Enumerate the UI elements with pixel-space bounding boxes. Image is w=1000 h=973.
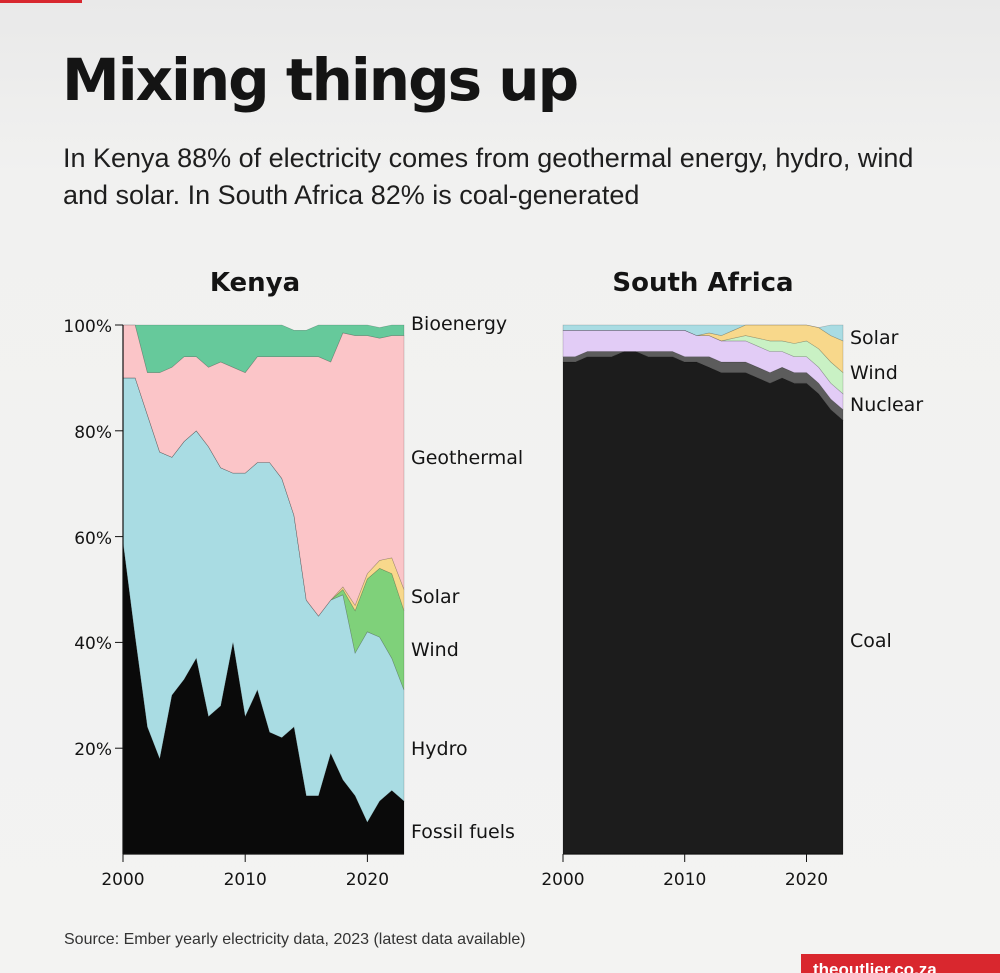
kenya-label-bioenergy: Bioenergy — [411, 313, 507, 335]
page-subtitle: In Kenya 88% of electricity comes from g… — [63, 143, 914, 210]
kenya-y-tick-label: 60% — [74, 529, 112, 549]
kenya-y-tick-label: 40% — [74, 634, 112, 654]
page-title: Mixing things up — [62, 46, 579, 114]
south-africa-area-chart — [562, 324, 844, 855]
brand-accent-bar — [0, 0, 82, 3]
south-africa-x-ticks: 2000 2010 2020 — [541, 854, 828, 890]
sa-x-tick-label: 2020 — [785, 870, 828, 890]
sa-label-nuclear: Nuclear — [850, 394, 923, 416]
kenya-y-tick-label: 20% — [74, 740, 112, 760]
kenya-area-chart — [122, 324, 405, 855]
kenya-label-fossil-fuels: Fossil fuels — [411, 821, 515, 843]
kenya-x-ticks: 2000 2010 2020 — [101, 854, 389, 890]
sa-x-tick-label: 2010 — [663, 870, 706, 890]
kenya-chart-title: Kenya — [210, 268, 300, 298]
source-note: Source: Ember yearly electricity data, 2… — [64, 931, 526, 948]
brand-tag: theoutlier.co.za — [801, 954, 1000, 973]
kenya-label-geothermal: Geothermal — [411, 447, 523, 469]
kenya-y-ticks: 100% 80% 60% 40% 20% — [63, 317, 123, 760]
south-africa-area-coal — [562, 351, 844, 855]
south-africa-chart-title: South Africa — [612, 268, 793, 298]
kenya-y-tick-label: 100% — [63, 317, 112, 337]
kenya-x-tick-label: 2010 — [224, 870, 267, 890]
south-africa-area-series-5 — [562, 324, 844, 342]
kenya-label-hydro: Hydro — [411, 738, 468, 760]
kenya-x-tick-label: 2000 — [101, 870, 144, 890]
kenya-y-tick-label: 80% — [74, 423, 112, 443]
sa-label-solar: Solar — [850, 327, 899, 349]
sa-label-coal: Coal — [850, 630, 892, 652]
kenya-label-solar: Solar — [411, 586, 460, 608]
sa-label-wind: Wind — [850, 362, 898, 384]
kenya-label-wind: Wind — [411, 639, 459, 661]
kenya-area-bioenergy — [123, 324, 405, 373]
kenya-x-tick-label: 2020 — [346, 870, 389, 890]
sa-x-tick-label: 2000 — [541, 870, 584, 890]
